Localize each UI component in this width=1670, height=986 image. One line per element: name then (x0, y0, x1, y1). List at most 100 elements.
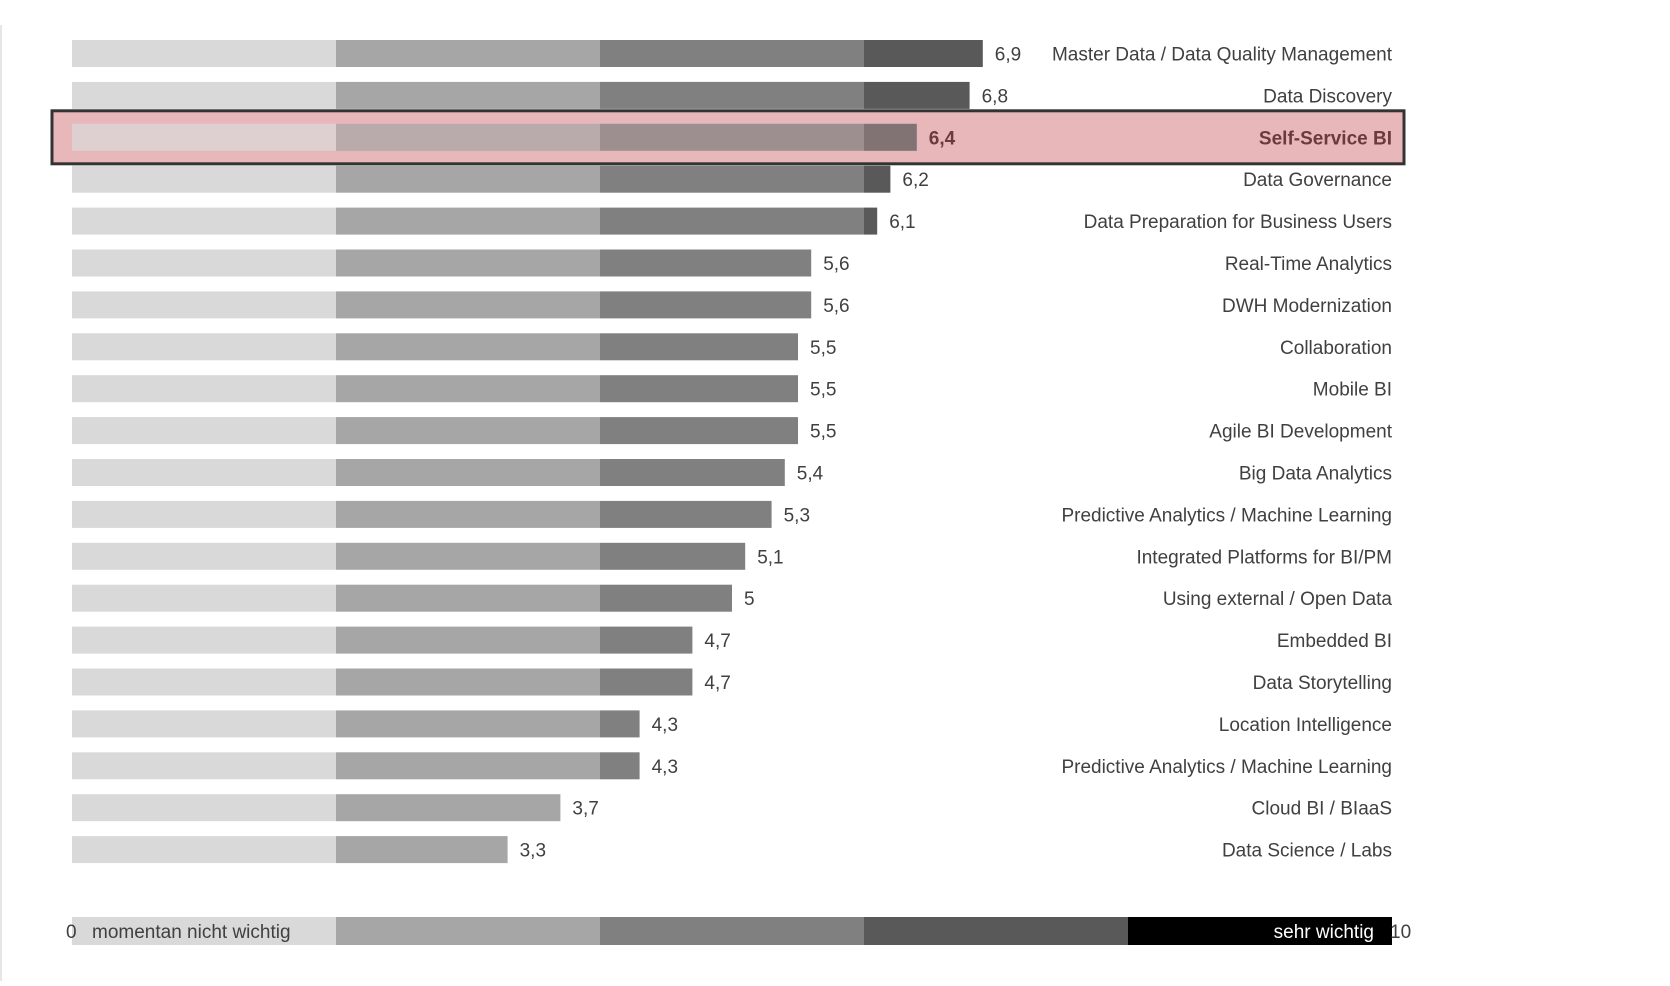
value-label: 3,3 (520, 841, 546, 862)
bar-segment (72, 123, 336, 151)
bar-row: 5,4 Big Data Analytics (72, 459, 1392, 486)
bar-segment (72, 333, 336, 361)
bar-segment (336, 165, 600, 193)
bar-segment (336, 417, 600, 445)
bar-segment (600, 40, 864, 67)
bar-segment (864, 40, 983, 67)
category-label: Data Preparation for Business Users (1084, 212, 1392, 233)
value-label: 5,5 (810, 338, 836, 359)
scale-min-label: 0 (66, 922, 77, 943)
bar-row: 5,6 DWH Modernization (72, 291, 1392, 319)
bar-segment (600, 81, 864, 109)
bar-segment (72, 207, 336, 235)
category-label: Integrated Platforms for BI/PM (1136, 547, 1392, 568)
category-label: Agile BI Development (1209, 422, 1392, 443)
value-label: 5 (744, 589, 755, 610)
bar-segment (336, 794, 561, 822)
bar-segment (72, 710, 336, 738)
bar-row: 3,3 Data Science / Labs (72, 836, 1392, 864)
bar-segment (336, 249, 600, 277)
bar-row: 5,5 Collaboration (72, 333, 1392, 361)
bar-segment (72, 291, 336, 319)
bar-segment (72, 752, 336, 780)
bar-segment (72, 375, 336, 403)
bar-segment (336, 207, 600, 235)
bar-segment (600, 752, 640, 780)
bar-segment (600, 207, 864, 235)
value-label: 5,3 (784, 505, 810, 526)
bar-segment (72, 542, 336, 570)
value-label: 4,7 (704, 631, 730, 652)
bar-segment (336, 459, 600, 486)
value-label: 5,5 (810, 380, 836, 401)
category-label: Predictive Analytics / Machine Learning (1061, 505, 1392, 526)
bar-row: 4,7 Embedded BI (72, 626, 1392, 654)
bar-row: 5,5 Mobile BI (72, 375, 1392, 403)
bar-row: 4,7 Data Storytelling (72, 668, 1392, 696)
value-label: 4,3 (652, 715, 678, 736)
bar-segment (600, 626, 693, 654)
category-label: Mobile BI (1313, 380, 1392, 401)
bar-segment (72, 584, 336, 612)
bar-segment (336, 81, 600, 109)
bar-segment (600, 291, 812, 319)
bar-segment (600, 333, 798, 361)
bar-segment (336, 542, 600, 570)
bar-row: 6,8 Data Discovery (72, 81, 1392, 109)
category-label: Location Intelligence (1219, 715, 1392, 736)
category-label: Big Data Analytics (1239, 464, 1392, 485)
bar-row: 5,1 Integrated Platforms for BI/PM (72, 542, 1392, 570)
bar-row: 3,7 Cloud BI / BIaaS (72, 794, 1392, 822)
bar-segment (72, 626, 336, 654)
value-label: 5,4 (797, 464, 824, 485)
bar-segment (72, 459, 336, 486)
category-label: Data Science / Labs (1222, 841, 1392, 862)
category-label: Using external / Open Data (1163, 589, 1393, 610)
bar-row: 6,9 Master Data / Data Quality Management (72, 40, 1393, 67)
bar-segment (336, 752, 600, 780)
bar-segment (336, 710, 600, 738)
scale-max-label: 10 (1390, 922, 1411, 943)
category-label: Collaboration (1280, 338, 1392, 359)
scale-min-text: momentan nicht wichtig (92, 922, 291, 943)
bar-segment (336, 584, 600, 612)
bar-segment (600, 123, 864, 151)
bar-segment (600, 459, 785, 486)
bar-row: 4,3 Predictive Analytics / Machine Learni… (72, 752, 1392, 780)
scale-segment (1128, 917, 1392, 945)
scale-segment (336, 917, 600, 945)
category-label: Data Discovery (1263, 86, 1392, 107)
value-label: 6,2 (902, 170, 928, 191)
category-label: DWH Modernization (1222, 296, 1392, 317)
bar-segment (864, 123, 917, 151)
bar-segment (336, 291, 600, 319)
bar-segment (336, 626, 600, 654)
value-label: 3,7 (572, 799, 598, 820)
bar-row: 5,3 Predictive Analytics / Machine Learni… (72, 500, 1392, 528)
bar-segment (336, 500, 600, 528)
bar-segment (600, 668, 693, 696)
category-label: Cloud BI / BIaaS (1252, 799, 1392, 820)
bar-row: 6,1 Data Preparation for Business Users (72, 207, 1392, 235)
bar-segment (600, 542, 746, 570)
value-label: 5,6 (823, 296, 849, 317)
bar-segment (864, 165, 891, 193)
category-label: Self-Service BI (1259, 128, 1392, 149)
value-label: 4,3 (652, 757, 678, 778)
category-label: Master Data / Data Quality Management (1052, 45, 1393, 66)
value-label: 6,1 (889, 212, 915, 233)
value-label: 5,5 (810, 422, 836, 443)
bar-segment (336, 40, 600, 67)
category-label: Real-Time Analytics (1225, 254, 1392, 275)
value-label: 5,6 (823, 254, 849, 275)
bar-segment (72, 668, 336, 696)
bar-segment (72, 81, 336, 109)
bar-segment (600, 417, 798, 445)
bar-row: 5,6 Real-Time Analytics (72, 249, 1392, 277)
bar-row: 4,3 Location Intelligence (72, 710, 1392, 738)
category-label: Data Storytelling (1253, 673, 1392, 694)
bar-row: 5,5 Agile BI Development (72, 417, 1393, 445)
scale-legend: 0 momentan nicht wichtig sehr wichtig 10 (66, 917, 1411, 945)
bar-segment (336, 333, 600, 361)
bar-segment (72, 249, 336, 277)
